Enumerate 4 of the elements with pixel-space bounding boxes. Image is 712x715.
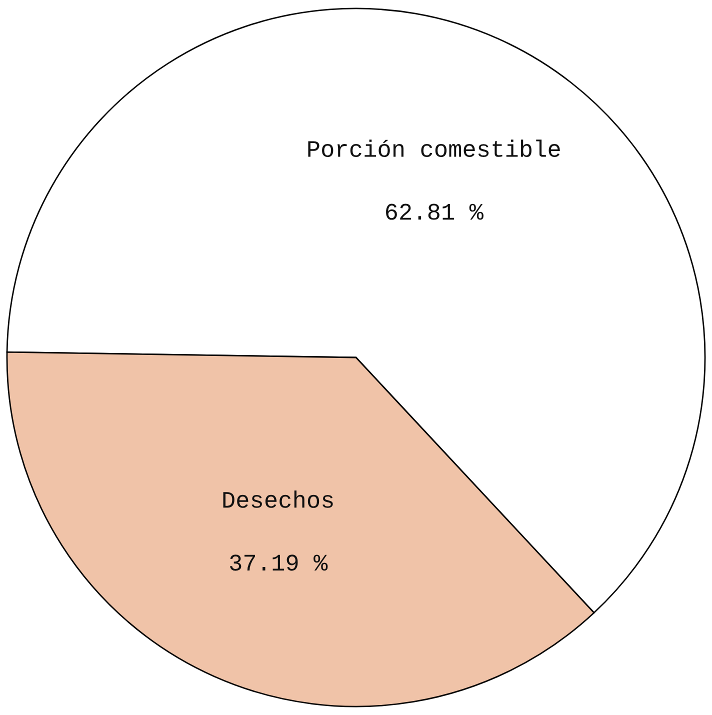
slice-label: Porción comestible [308, 140, 560, 157]
slice-label: Desechos [223, 490, 333, 508]
data-label: 62.81 % [386, 204, 484, 220]
data-label: 37.19 % [230, 554, 328, 571]
